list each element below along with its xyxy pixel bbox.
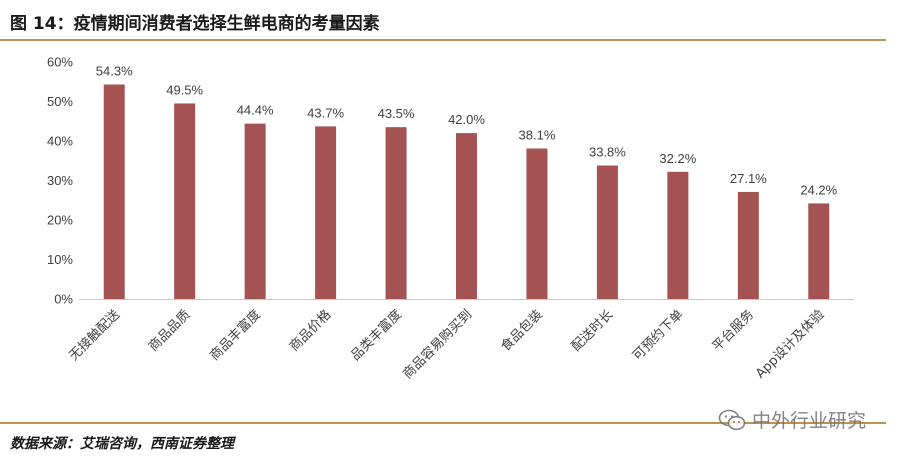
y-tick-label: 30%	[47, 173, 73, 188]
data-label: 43.7%	[307, 105, 344, 120]
bar	[174, 103, 196, 299]
data-label: 32.2%	[659, 151, 696, 166]
y-tick-label: 50%	[47, 94, 73, 109]
category-label: 品类丰富度	[348, 307, 405, 364]
category-label: 商品容易购买到	[400, 307, 476, 383]
bar	[244, 123, 266, 300]
watermark-text: 中外行业研究	[752, 410, 867, 432]
data-label: 42.0%	[448, 112, 485, 127]
data-label: 33.8%	[589, 144, 626, 159]
category-label: 平台服务	[709, 307, 757, 355]
bar	[526, 148, 548, 299]
data-label: 24.2%	[800, 182, 837, 197]
y-tick-label: 60%	[47, 55, 73, 70]
source-note: 数据来源：艾瑞咨询，西南证券整理	[10, 436, 234, 452]
bar	[667, 171, 689, 299]
data-label: 38.1%	[519, 128, 556, 143]
y-tick-label: 0%	[54, 292, 73, 307]
category-label: 配送时长	[569, 307, 616, 354]
y-tick-label: 40%	[47, 134, 73, 149]
bars	[103, 84, 830, 300]
category-label: 商品价格	[286, 307, 334, 355]
category-label: App设计及体验	[752, 307, 827, 382]
bar	[103, 84, 125, 299]
bottom-rule	[0, 422, 886, 424]
bar-chart: 0% 10% 20% 30% 40% 50% 60% 54.3% 49.5% 44.4% 43.7…	[47, 55, 854, 383]
y-axis: 0% 10% 20% 30% 40% 50% 60%	[47, 55, 73, 307]
y-tick-label: 20%	[47, 213, 73, 228]
category-label: 商品丰富度	[207, 307, 264, 364]
bar	[737, 191, 759, 299]
bar	[808, 203, 830, 299]
bar	[456, 133, 477, 299]
y-tick-label: 10%	[47, 252, 73, 267]
data-label: 43.5%	[378, 106, 415, 121]
bar	[596, 165, 618, 299]
wechat-icon	[718, 409, 746, 430]
data-label: 44.4%	[237, 103, 274, 118]
data-labels: 54.3% 49.5% 44.4% 43.7% 43.5% 42.0% 38.1% 33.8%…	[96, 64, 838, 198]
watermark: 中外行业研究	[718, 406, 866, 433]
category-label: 食品包装	[498, 307, 546, 355]
figure-title: 图 14：疫情期间消费者选择生鲜电商的考量因素	[10, 14, 380, 34]
category-label: 无接触配送	[66, 307, 123, 364]
data-label: 54.3%	[96, 64, 133, 79]
bar	[385, 127, 407, 299]
data-label: 27.1%	[730, 171, 767, 186]
category-label: 可预约下单	[630, 307, 687, 364]
top-rule	[0, 39, 886, 41]
data-label: 49.5%	[166, 82, 203, 97]
category-label: 商品品质	[146, 307, 193, 354]
bar	[315, 126, 337, 299]
